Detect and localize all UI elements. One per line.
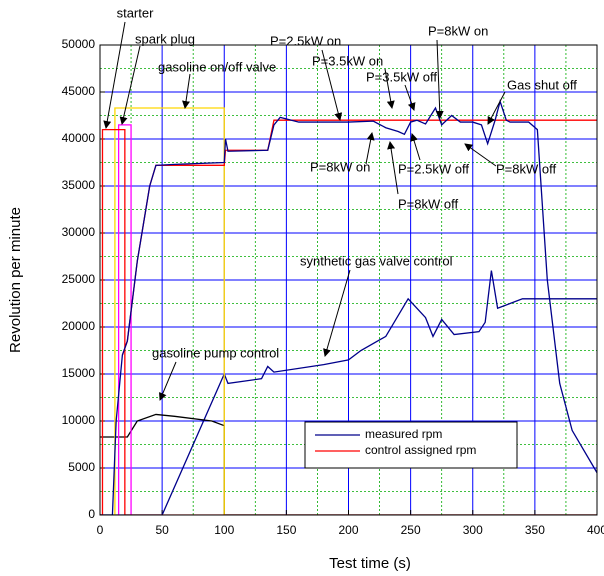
annotation: P=3.5kW on <box>312 53 383 68</box>
annotation: spark plug <box>135 31 195 46</box>
y-tick-label: 30000 <box>62 225 96 239</box>
series-line <box>100 99 597 515</box>
annotation-arrow <box>321 49 343 121</box>
x-tick-label: 350 <box>525 523 545 537</box>
annotation-arrow <box>323 269 351 357</box>
annotation-arrow <box>387 141 399 195</box>
x-tick-label: 300 <box>463 523 483 537</box>
x-tick-label: 400 <box>587 523 604 537</box>
legend-label: measured rpm <box>365 427 442 441</box>
x-tick-label: 250 <box>401 523 421 537</box>
y-tick-label: 50000 <box>62 37 96 51</box>
series-line <box>100 270 597 515</box>
annotation: P=8kW on <box>310 159 370 174</box>
annotation: gasoline pump control <box>152 345 279 360</box>
y-tick-label: 45000 <box>62 84 96 98</box>
annotation-arrow <box>159 361 177 401</box>
annotation: P=3.5kW off <box>366 69 437 84</box>
annotation-arrow <box>182 73 191 109</box>
series-line <box>114 107 225 515</box>
x-tick-label: 150 <box>276 523 296 537</box>
legend-box <box>304 421 518 469</box>
annotation-arrow <box>384 68 395 109</box>
y-tick-label: 40000 <box>62 131 96 145</box>
y-axis-title: Revolution per minute <box>7 207 24 353</box>
annotation: starter <box>117 5 155 20</box>
x-tick-label: 200 <box>338 523 358 537</box>
x-axis-title: Test time (s) <box>329 555 411 572</box>
annotation: P=2.5kW off <box>398 161 469 176</box>
y-tick-label: 35000 <box>62 178 96 192</box>
y-tick-label: 20000 <box>62 319 96 333</box>
annotation-arrow <box>464 143 497 167</box>
y-tick-label: 10000 <box>62 413 96 427</box>
annotation-arrow <box>435 39 444 119</box>
annotation: P=8kW off <box>398 196 458 211</box>
legend-label: control assigned rpm <box>365 443 476 457</box>
annotation: gasoline on/off valve <box>158 59 276 74</box>
annotation-arrow <box>410 133 421 161</box>
plot-frame <box>99 44 598 516</box>
annotation: P=8kW off <box>496 161 556 176</box>
series-line <box>100 128 597 515</box>
y-tick-label: 15000 <box>62 366 96 380</box>
annotation-arrow <box>103 21 126 129</box>
annotation-arrow <box>404 84 416 111</box>
y-tick-label: 0 <box>88 507 95 521</box>
annotation: P=2.5kW on <box>270 33 341 48</box>
x-tick-label: 100 <box>214 523 234 537</box>
annotation-arrow <box>487 91 506 125</box>
annotation: Gas shut off <box>507 77 577 92</box>
y-tick-label: 5000 <box>68 460 95 474</box>
x-tick-label: 50 <box>155 523 169 537</box>
annotation-arrow <box>365 132 375 165</box>
annotation: P=8kW on <box>428 23 488 38</box>
x-tick-label: 0 <box>97 523 104 537</box>
annotation: synthetic gas valve control <box>300 253 453 268</box>
y-tick-label: 25000 <box>62 272 96 286</box>
annotation-arrow <box>119 45 141 125</box>
